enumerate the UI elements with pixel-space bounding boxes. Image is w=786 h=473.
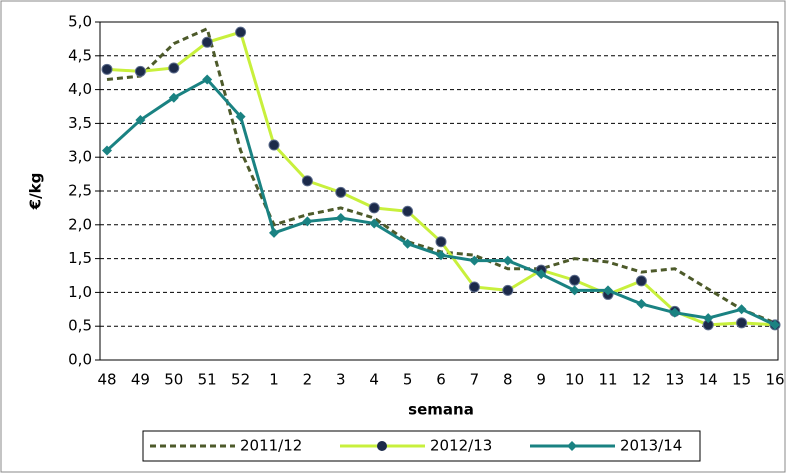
x-tick-label: 49	[131, 371, 150, 389]
marker	[202, 74, 213, 85]
marker	[736, 304, 747, 315]
marker	[603, 285, 613, 296]
marker	[402, 205, 414, 217]
marker	[168, 62, 180, 74]
y-tick-label: 0,0	[68, 351, 92, 369]
marker	[235, 26, 247, 38]
marker	[436, 250, 446, 261]
y-tick-label: 4,0	[68, 80, 92, 98]
marker	[335, 213, 346, 224]
x-tick-label: 4	[369, 371, 379, 389]
legend-label: 2013/14	[620, 437, 682, 455]
legend-marker	[377, 441, 387, 451]
x-tick-label: 14	[699, 371, 718, 389]
marker	[468, 281, 480, 293]
x-tick-label: 15	[732, 371, 751, 389]
marker	[770, 319, 780, 330]
x-tick-label: 48	[97, 371, 116, 389]
x-tick-label: 11	[598, 371, 617, 389]
y-axis-label: €/kg	[27, 173, 45, 211]
x-tick-label: 10	[565, 371, 584, 389]
legend-label: 2011/12	[240, 437, 302, 455]
x-tick-label: 50	[164, 371, 183, 389]
marker	[569, 274, 581, 286]
y-tick-label: 1,0	[68, 283, 92, 301]
y-tick-label: 1,5	[68, 249, 92, 267]
x-tick-label: 9	[536, 371, 546, 389]
y-tick-label: 4,5	[68, 46, 92, 64]
legend-marker	[567, 441, 577, 451]
marker	[402, 238, 413, 249]
marker	[268, 139, 280, 151]
x-tick-label: 5	[403, 371, 413, 389]
y-tick-label: 5,0	[68, 13, 92, 31]
marker	[569, 285, 580, 296]
x-tick-label: 1	[269, 371, 279, 389]
y-tick-label: 3,5	[68, 114, 92, 132]
marker	[368, 202, 380, 214]
marker	[669, 307, 680, 318]
marker	[469, 255, 480, 266]
y-tick-label: 0,5	[68, 317, 92, 335]
marker	[369, 218, 380, 229]
marker	[502, 255, 513, 266]
x-axis-label: semana	[408, 401, 474, 419]
y-tick-label: 2,0	[68, 215, 92, 233]
marker	[536, 269, 547, 280]
marker	[135, 115, 146, 126]
legend-label: 2012/13	[430, 437, 492, 455]
marker	[269, 227, 279, 238]
y-tick-label: 3,0	[68, 148, 92, 166]
marker	[102, 145, 112, 156]
marker	[301, 175, 313, 187]
marker	[201, 36, 213, 48]
x-tick-label: 16	[765, 371, 784, 389]
x-tick-label: 8	[503, 371, 513, 389]
x-tick-label: 13	[665, 371, 684, 389]
x-tick-label: 52	[231, 371, 250, 389]
marker	[302, 216, 313, 227]
marker	[335, 186, 347, 198]
x-tick-label: 12	[632, 371, 651, 389]
x-tick-label: 7	[470, 371, 480, 389]
x-tick-label: 51	[198, 371, 217, 389]
marker	[502, 284, 514, 296]
marker	[736, 317, 748, 329]
marker	[635, 275, 647, 287]
marker	[101, 63, 113, 75]
y-tick-label: 2,5	[68, 182, 92, 200]
marker	[168, 92, 179, 103]
marker	[703, 313, 714, 324]
marker	[235, 111, 246, 122]
x-tick-label: 6	[436, 371, 446, 389]
x-tick-label: 2	[303, 371, 313, 389]
marker	[435, 236, 447, 248]
x-tick-label: 3	[336, 371, 346, 389]
marker	[134, 65, 146, 77]
marker	[636, 298, 647, 309]
